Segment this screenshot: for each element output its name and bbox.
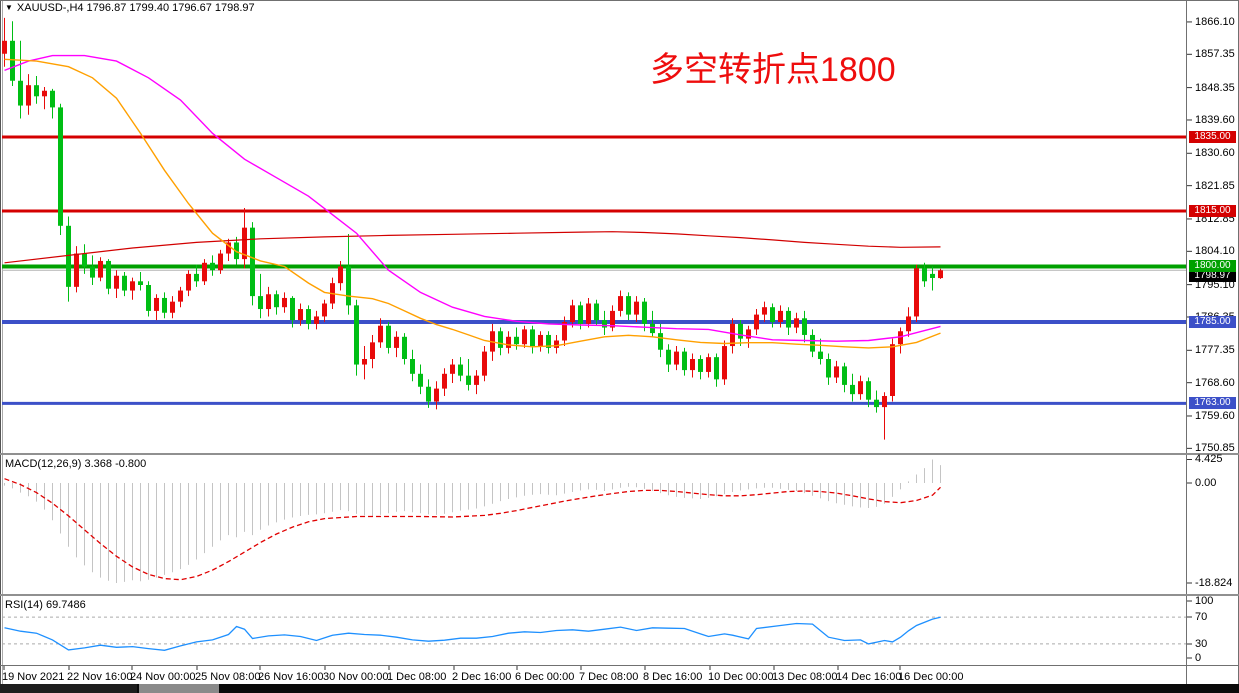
- current-price-badge: 1798.97: [1189, 270, 1236, 282]
- time-axis-label: 25 Nov 08:00: [195, 671, 261, 683]
- time-axis-label: 26 Nov 16:00: [258, 671, 324, 683]
- rsi-line: [4, 616, 941, 651]
- taskbar-segment: [0, 684, 137, 693]
- price-axis-label: 1848.35: [1195, 81, 1235, 94]
- price-level-badge: 1785.00: [1189, 315, 1236, 328]
- price-axis-label: 1759.60: [1195, 409, 1235, 422]
- macd-axis-label: 4.425: [1195, 453, 1223, 466]
- time-axis-label: 22 Nov 16:00: [67, 671, 133, 683]
- time-axis-label: 8 Dec 16:00: [643, 671, 703, 683]
- macd-signal-line: [4, 478, 941, 581]
- time-axis-label: 19 Nov 2021: [2, 671, 65, 683]
- price-level-badge: 1835.00: [1189, 130, 1236, 143]
- taskbar-segment: [139, 684, 219, 693]
- annotation-text[interactable]: 多空转折点1800: [650, 51, 896, 89]
- price-axis-label: 1777.35: [1195, 344, 1235, 357]
- time-axis-label: 10 Dec 00:00: [708, 671, 774, 683]
- price-level-badge: 1815.00: [1189, 204, 1236, 217]
- time-axis-label: 6 Dec 00:00: [515, 671, 575, 683]
- price-level-badge: 1800.00: [1189, 260, 1236, 272]
- ma-magenta-line: [4, 54, 941, 342]
- time-axis-label: 16 Dec 00:00: [898, 671, 964, 683]
- price-axis-label: 1750.85: [1195, 442, 1235, 455]
- macd-axis-label: 0.00: [1195, 477, 1217, 489]
- macd-indicator-label: MACD(12,26,9) 3.368 -0.800: [5, 458, 147, 470]
- time-axis-label: 24 Nov 00:00: [130, 671, 196, 683]
- price-level-badge: 1763.00: [1189, 396, 1236, 409]
- rsi-axis-label: 70: [1195, 611, 1208, 623]
- time-axis-label: 14 Dec 16:00: [836, 671, 902, 683]
- rsi-level-lines: [2, 616, 1186, 645]
- quote-low: 1796.67: [172, 2, 212, 14]
- quote-close: 1798.97: [214, 2, 255, 14]
- rsi-indicator-label: RSI(14) 69.7486: [5, 599, 86, 611]
- chart-title: ▼ XAUUSD-,H4 1796.87 1799.40 1796.67 1798.97: [5, 2, 258, 14]
- macd-axis-label: -18.824: [1195, 577, 1233, 589]
- rsi-axis-label: 30: [1195, 638, 1208, 650]
- time-axis-label: 13 Dec 08:00: [772, 671, 838, 683]
- macd-histogram: [4, 459, 941, 583]
- time-axis-label: 2 Dec 16:00: [452, 671, 512, 683]
- time-axis-label: 30 Nov 00:00: [323, 671, 389, 683]
- price-axis-label: 1821.85: [1195, 179, 1235, 192]
- ma-orange-line: [4, 58, 941, 349]
- price-axis-label: 1866.10: [1195, 15, 1235, 28]
- symbol-label: XAUUSD-,H4: [16, 2, 84, 14]
- taskbar-strip[interactable]: [0, 684, 1239, 693]
- candles-layer: [2, 17, 943, 440]
- rsi-axis-label: 100: [1195, 595, 1214, 607]
- ma-red-line: [4, 231, 941, 264]
- price-axis-label: 1839.60: [1195, 113, 1235, 126]
- quote-high: 1799.40: [129, 2, 170, 14]
- quote-open: 1796.87: [86, 2, 127, 14]
- price-axis-label: 1830.60: [1195, 147, 1235, 160]
- time-axis-label: 7 Dec 08:00: [579, 671, 639, 683]
- rsi-axis-label: 0: [1195, 652, 1202, 664]
- price-axis-label: 1857.35: [1195, 48, 1235, 61]
- taskbar-segment: [221, 684, 1239, 693]
- horizontal-levels[interactable]: [2, 135, 1186, 405]
- axis-ticks: [3, 21, 1192, 670]
- time-axis-label: 1 Dec 08:00: [387, 671, 447, 683]
- price-axis-label: 1768.60: [1195, 376, 1235, 389]
- symbol-dropdown-icon[interactable]: ▼: [5, 3, 13, 12]
- price-axis-label: 1804.10: [1195, 245, 1235, 258]
